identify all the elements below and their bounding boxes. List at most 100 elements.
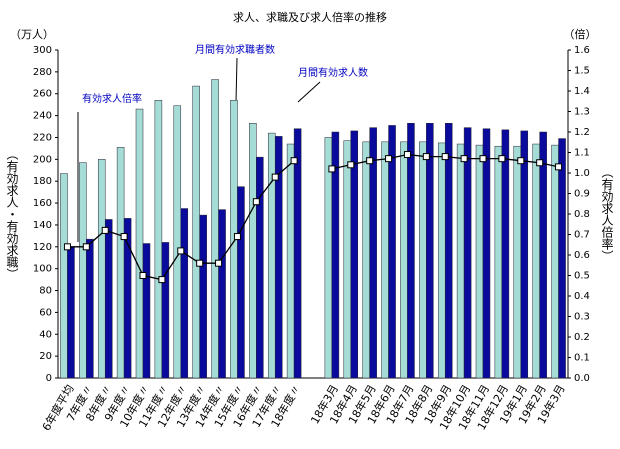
bar [67,246,75,379]
bar [475,144,484,379]
bar [104,219,113,379]
bar [123,218,132,379]
y-tick-label: 180 [33,176,52,187]
annotation-line [297,81,321,103]
bar [419,141,427,379]
bar [79,162,87,379]
bar [211,79,219,379]
marker [555,163,563,171]
bar [324,137,333,379]
bar [388,125,396,379]
bar [237,186,245,379]
bar [456,143,465,379]
y2-tick-label: 0.9 [574,189,590,200]
bar [218,209,226,379]
bar [135,108,144,379]
marker [82,243,90,251]
bar [501,129,510,379]
bar [513,145,522,379]
y-unit: （万人） [10,28,54,41]
y-tick-label: 120 [33,242,52,253]
bar [256,156,264,379]
bar [142,243,151,379]
y-tick-label: 160 [33,198,52,209]
bar [161,242,170,379]
annotation: 月間有効求人数 [298,66,368,79]
y2-tick-label: 0.0 [574,373,590,384]
y-label: （有効求人・有効求職） [5,148,19,280]
bar [192,85,200,379]
bar [539,131,547,379]
marker [290,157,298,165]
marker [328,165,336,173]
y2-tick-label: 1.4 [574,86,590,97]
y-tick-label: 0 [46,373,52,384]
marker [215,259,223,267]
bar [532,143,540,379]
y2-tick-label: 1.6 [574,45,590,56]
bar [199,214,207,379]
bar [286,143,295,379]
y2-tick-label: 0.6 [574,250,590,261]
y2-tick-label: 0.1 [574,353,590,364]
bar [274,136,283,379]
bar [482,128,491,379]
marker [517,157,525,165]
marker [120,233,128,241]
bar [444,123,453,379]
chart-title: 求人、求職及び求人倍率の推移 [233,10,387,24]
marker [536,159,544,167]
marker [139,272,147,279]
y-tick-label: 40 [39,329,52,340]
y-tick-label: 200 [33,154,52,165]
y-tick-label: 100 [33,264,52,275]
bar [369,127,377,379]
bar [343,140,352,379]
y-tick-label: 240 [33,111,52,122]
bar [293,128,302,379]
marker [196,259,204,267]
marker [460,155,468,163]
bar [60,173,68,379]
marker [385,155,393,163]
marker [479,155,487,163]
y-tick-label: 300 [33,45,52,56]
y2-unit: （倍） [564,27,597,41]
marker [498,155,506,163]
y2-tick-label: 1.5 [574,66,590,77]
bar [173,105,182,379]
marker [441,153,449,161]
bar [97,159,106,379]
y2-tick-label: 0.8 [574,209,590,220]
y2-label: （有効求人倍率） [600,166,614,262]
marker [233,233,241,241]
bar [551,144,559,379]
y-tick-label: 280 [33,67,52,78]
marker [252,198,260,206]
bar [426,123,434,379]
bar [558,138,566,379]
y2-tick-label: 0.5 [574,271,590,282]
bar [520,130,529,379]
y-tick-label: 220 [33,132,52,143]
bar [381,141,389,379]
bar [116,147,125,379]
y-tick-label: 80 [39,286,52,297]
marker [158,276,166,284]
bar [86,238,94,379]
marker [63,243,71,251]
marker [347,161,355,169]
bar [154,100,163,379]
marker [366,157,374,165]
marker [422,153,430,161]
annotation-line [235,57,238,103]
y2-tick-label: 0.3 [574,312,590,323]
marker [271,173,279,181]
marker [101,226,109,234]
y2-tick-label: 1.0 [574,168,590,179]
y2-tick-label: 1.3 [574,107,590,118]
bar [350,130,359,379]
annotation: 月間有効求職者数 [195,43,275,56]
bar [437,142,446,379]
